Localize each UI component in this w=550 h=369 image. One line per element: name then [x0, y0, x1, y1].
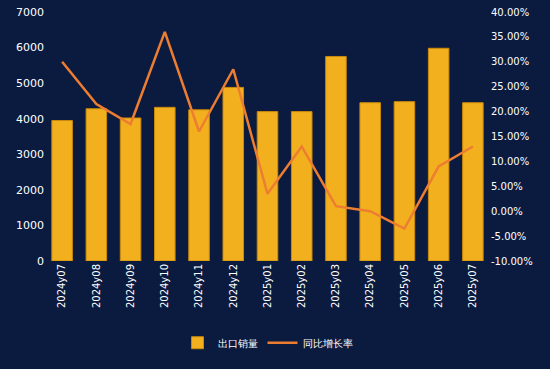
svg-text:2024y11: 2024y11 [193, 264, 204, 308]
svg-text:1000: 1000 [16, 219, 44, 232]
svg-text:2025y01: 2025y01 [262, 264, 273, 308]
svg-text:2025y03: 2025y03 [330, 264, 341, 308]
svg-text:出口销量: 出口销量 [218, 338, 258, 349]
svg-text:0: 0 [37, 255, 44, 268]
svg-text:2024y08: 2024y08 [91, 264, 102, 308]
svg-text:2024y07: 2024y07 [56, 264, 67, 308]
svg-text:40.00%: 40.00% [491, 7, 529, 18]
svg-text:20.00%: 20.00% [491, 106, 529, 117]
svg-text:3000: 3000 [16, 148, 44, 161]
svg-text:30.00%: 30.00% [491, 56, 529, 67]
svg-text:2024y12: 2024y12 [228, 264, 239, 308]
svg-text:6000: 6000 [16, 41, 44, 54]
svg-text:10.00%: 10.00% [491, 156, 529, 167]
svg-text:-5.00%: -5.00% [491, 231, 526, 242]
svg-text:15.00%: 15.00% [491, 131, 529, 142]
svg-text:同比增长率: 同比增长率 [303, 338, 353, 349]
svg-text:0.00%: 0.00% [491, 206, 523, 217]
svg-text:2025y07: 2025y07 [467, 264, 478, 308]
svg-text:2025y02: 2025y02 [296, 264, 307, 308]
svg-text:-10.00%: -10.00% [491, 256, 533, 267]
svg-text:7000: 7000 [16, 6, 44, 19]
svg-text:35.00%: 35.00% [491, 31, 529, 42]
svg-text:4000: 4000 [16, 113, 44, 126]
svg-text:2025y05: 2025y05 [399, 264, 410, 308]
svg-text:2024y10: 2024y10 [159, 264, 170, 308]
svg-text:2025y06: 2025y06 [433, 264, 444, 308]
svg-text:2000: 2000 [16, 184, 44, 197]
svg-text:5.00%: 5.00% [491, 181, 523, 192]
svg-text:2025y04: 2025y04 [364, 264, 375, 308]
svg-text:25.00%: 25.00% [491, 81, 529, 92]
svg-text:2024y09: 2024y09 [125, 264, 136, 308]
svg-text:5000: 5000 [16, 77, 44, 90]
